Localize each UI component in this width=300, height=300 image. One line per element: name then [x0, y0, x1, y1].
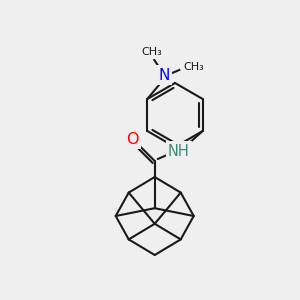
Text: CH₃: CH₃: [141, 47, 162, 57]
Text: NH: NH: [168, 143, 190, 158]
Text: CH₃: CH₃: [183, 62, 204, 72]
Text: O: O: [127, 131, 139, 146]
Text: N: N: [159, 68, 170, 82]
